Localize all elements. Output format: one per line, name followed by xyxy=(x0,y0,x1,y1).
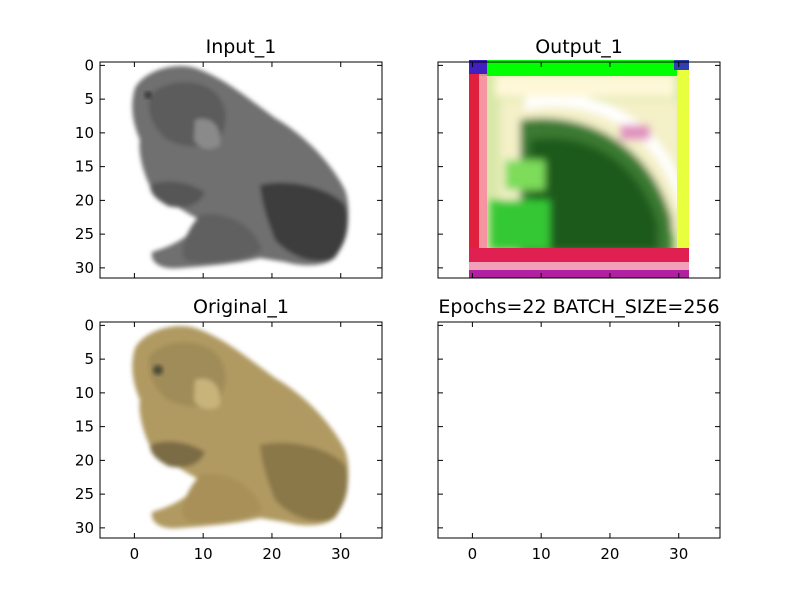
y-tick-label: 0 xyxy=(84,316,94,334)
y-tick-label: 20 xyxy=(75,191,94,209)
panel-output xyxy=(438,60,720,278)
y-tick-label: 25 xyxy=(75,485,94,503)
axes-frame xyxy=(437,61,721,279)
x-tick-label: 20 xyxy=(262,545,281,563)
panel-title: Epochs=22 BATCH_SIZE=256 xyxy=(438,296,719,318)
panel-empty-background xyxy=(438,322,720,538)
y-tick-label: 5 xyxy=(84,350,94,368)
y-tick-label: 10 xyxy=(75,124,94,142)
input-frog-image xyxy=(132,66,349,269)
x-tick-label: 10 xyxy=(532,545,551,563)
axes-layer: 0 5 10 15 20 25 30 Input_1 Output_1 0 10 20 30 0 5 10 15… xyxy=(75,36,721,563)
original-frog-image xyxy=(132,326,349,529)
x-tick-label: 0 xyxy=(468,545,478,563)
y-tick-label: 10 xyxy=(75,384,94,402)
panel-input xyxy=(100,62,382,278)
axes-3: 0 10 20 30 0 5 10 15 20 25 30 Original_1 xyxy=(75,296,383,563)
y-tick-label: 30 xyxy=(75,259,94,277)
y-tick-label: 0 xyxy=(84,56,94,74)
axes-frame xyxy=(99,321,383,539)
y-tick-label: 5 xyxy=(84,90,94,108)
y-tick-label: 25 xyxy=(75,225,94,243)
output-reconstruction-image xyxy=(469,60,689,278)
panel-title: Original_1 xyxy=(193,296,289,318)
panel-original xyxy=(100,322,382,538)
x-tick-label: 10 xyxy=(194,545,213,563)
y-tick-label: 15 xyxy=(75,418,94,436)
y-tick-label: 30 xyxy=(75,519,94,537)
panel-empty xyxy=(438,322,720,538)
axes-2: Output_1 xyxy=(437,36,721,279)
x-tick-label: 30 xyxy=(669,545,688,563)
axes-4: 0 10 20 30 Epochs=22 BATCH_SIZE=256 xyxy=(437,296,721,563)
axes-frame xyxy=(99,61,383,279)
x-tick-label: 20 xyxy=(600,545,619,563)
axes-frame xyxy=(437,321,721,539)
panel-title: Input_1 xyxy=(206,36,277,58)
y-tick-label: 15 xyxy=(75,158,94,176)
y-tick-label: 20 xyxy=(75,451,94,469)
axes-1: 0 5 10 15 20 25 30 Input_1 xyxy=(75,36,383,279)
x-tick-label: 0 xyxy=(130,545,140,563)
panel-title: Output_1 xyxy=(535,36,623,58)
x-tick-label: 30 xyxy=(331,545,350,563)
